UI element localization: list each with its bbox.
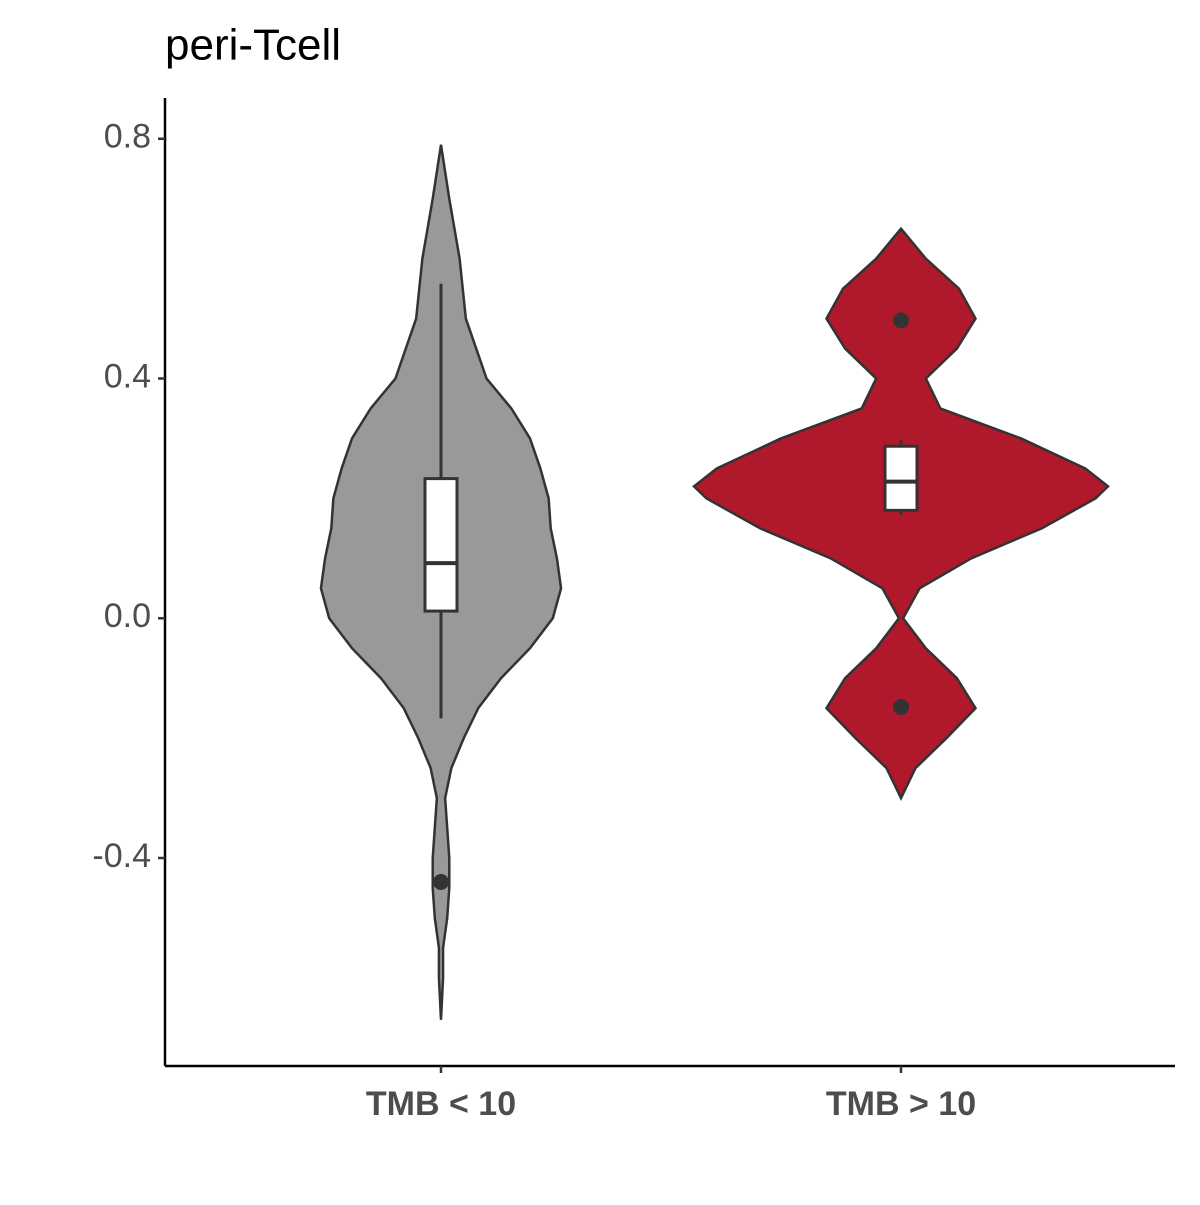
y-tick-label: 0.0: [104, 597, 151, 635]
outlier: [433, 873, 449, 890]
box: [423, 477, 459, 613]
y-tick-label: 0.8: [104, 118, 151, 156]
outlier: [893, 312, 909, 329]
x-tick-label: TMB < 10: [366, 1085, 516, 1123]
x-tick-label: TMB > 10: [826, 1085, 976, 1123]
y-tick-label: -0.4: [92, 837, 151, 875]
chart-title: peri-Tcell: [165, 21, 341, 70]
y-tick-label: 0.4: [104, 357, 151, 395]
outlier: [893, 698, 909, 715]
box: [883, 444, 919, 512]
